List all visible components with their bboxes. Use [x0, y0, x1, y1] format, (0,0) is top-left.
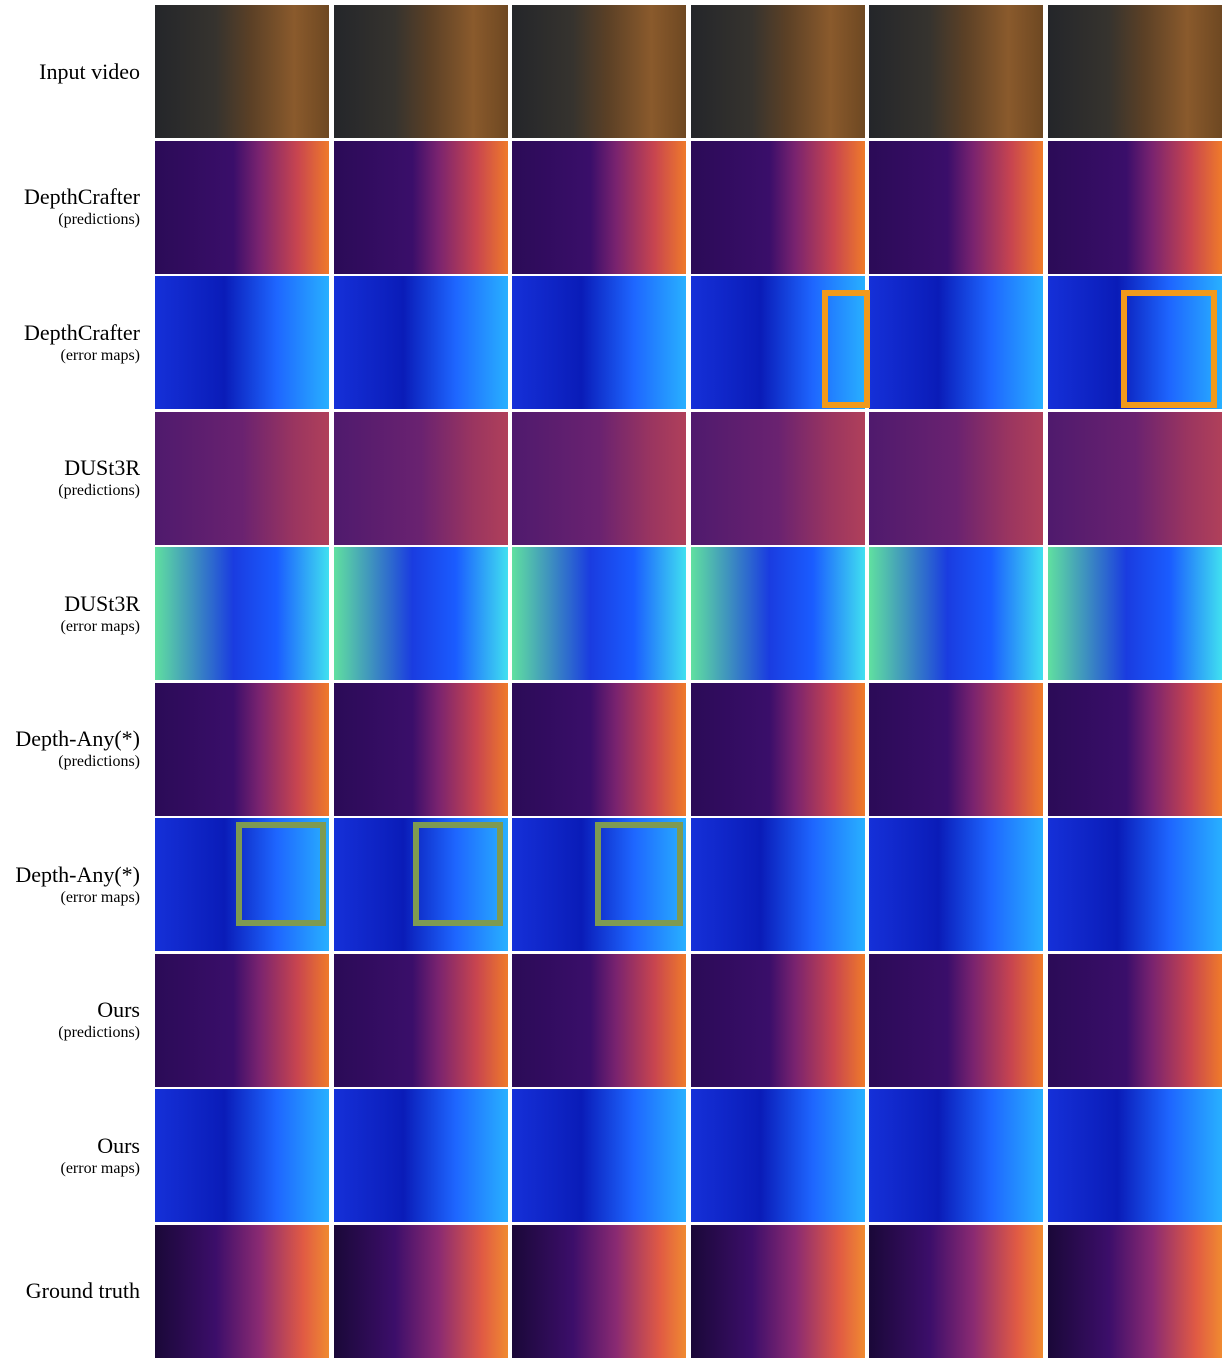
image-cell	[691, 1089, 865, 1222]
label-main: Ground truth	[26, 1278, 140, 1304]
row-label: Ours(predictions)	[0, 954, 140, 1087]
image-cell	[691, 683, 865, 816]
label-sub: (error maps)	[60, 617, 140, 637]
label-main: DepthCrafter	[24, 320, 140, 346]
image-cell	[155, 5, 329, 138]
label-sub: (error maps)	[60, 1159, 140, 1179]
highlight-box	[1121, 290, 1217, 408]
image-cell	[869, 276, 1043, 409]
image-cell	[512, 954, 686, 1087]
highlight-box	[595, 822, 683, 926]
image-cell	[334, 141, 508, 274]
row-label: Input video	[0, 5, 140, 138]
highlight-box	[822, 290, 870, 408]
label-main: Ours	[97, 1133, 140, 1159]
row-label: Ground truth	[0, 1225, 140, 1358]
label-main: Depth-Any(*)	[15, 862, 140, 888]
image-cell	[155, 547, 329, 680]
image-cell	[334, 547, 508, 680]
image-cell	[512, 5, 686, 138]
label-main: DUSt3R	[64, 591, 140, 617]
label-sub: (predictions)	[58, 481, 140, 501]
image-cell	[155, 276, 329, 409]
highlight-box	[413, 822, 503, 926]
image-cell	[691, 954, 865, 1087]
row-label: DepthCrafter(error maps)	[0, 276, 140, 409]
image-cell	[869, 1225, 1043, 1358]
image-cell	[334, 683, 508, 816]
image-cell	[691, 5, 865, 138]
image-cell	[1048, 412, 1222, 545]
label-sub: (error maps)	[60, 346, 140, 366]
image-cell	[869, 818, 1043, 951]
image-cell	[1048, 1089, 1222, 1222]
row-label: DepthCrafter(predictions)	[0, 141, 140, 274]
figure: Input videoDepthCrafter(predictions)Dept…	[0, 0, 1225, 1360]
image-cell	[512, 141, 686, 274]
row-label: Depth-Any(*)(error maps)	[0, 818, 140, 951]
image-cell	[691, 818, 865, 951]
image-cell	[334, 5, 508, 138]
image-cell	[1048, 141, 1222, 274]
image-cell	[1048, 954, 1222, 1087]
row-label: DUSt3R(error maps)	[0, 547, 140, 680]
label-main: DepthCrafter	[24, 184, 140, 210]
image-cell	[155, 683, 329, 816]
image-cell	[869, 1089, 1043, 1222]
image-cell	[334, 276, 508, 409]
label-main: Input video	[39, 59, 140, 85]
image-cell	[334, 954, 508, 1087]
image-cell	[691, 547, 865, 680]
label-sub: (error maps)	[60, 888, 140, 908]
image-cell	[512, 412, 686, 545]
image-cell	[869, 547, 1043, 680]
image-cell	[155, 954, 329, 1087]
image-cell	[334, 1089, 508, 1222]
image-cell	[691, 412, 865, 545]
row-label: Depth-Any(*)(predictions)	[0, 683, 140, 816]
image-cell	[512, 547, 686, 680]
image-cell	[512, 276, 686, 409]
image-cell	[869, 412, 1043, 545]
image-cell	[869, 954, 1043, 1087]
image-cell	[1048, 5, 1222, 138]
label-main: Depth-Any(*)	[15, 726, 140, 752]
image-cell	[512, 1089, 686, 1222]
label-main: DUSt3R	[64, 455, 140, 481]
image-cell	[155, 1225, 329, 1358]
image-cell	[155, 1089, 329, 1222]
image-cell	[691, 141, 865, 274]
row-label: DUSt3R(predictions)	[0, 412, 140, 545]
image-cell	[1048, 683, 1222, 816]
image-cell	[869, 141, 1043, 274]
image-cell	[1048, 1225, 1222, 1358]
image-cell	[512, 1225, 686, 1358]
image-cell	[1048, 818, 1222, 951]
highlight-box	[236, 822, 326, 926]
image-cell	[869, 5, 1043, 138]
image-cell	[691, 1225, 865, 1358]
label-sub: (predictions)	[58, 1023, 140, 1043]
label-sub: (predictions)	[58, 752, 140, 772]
label-main: Ours	[97, 997, 140, 1023]
image-cell	[334, 412, 508, 545]
image-cell	[334, 1225, 508, 1358]
image-cell	[869, 683, 1043, 816]
row-label: Ours(error maps)	[0, 1089, 140, 1222]
image-cell	[512, 683, 686, 816]
image-cell	[155, 412, 329, 545]
label-sub: (predictions)	[58, 210, 140, 230]
image-cell	[1048, 547, 1222, 680]
image-cell	[155, 141, 329, 274]
